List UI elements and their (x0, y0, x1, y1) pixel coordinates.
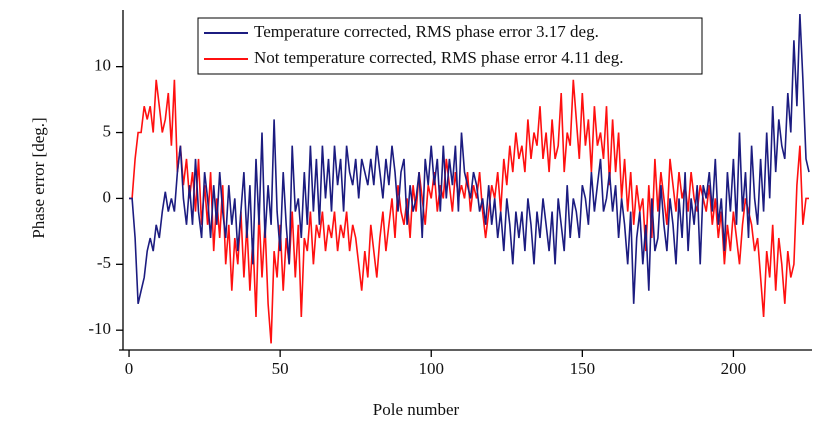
y-axis-label: Phase error [deg.] (29, 117, 48, 238)
y-tick-label: -5 (97, 253, 111, 272)
x-tick-label: 200 (721, 359, 747, 378)
legend-box (197, 17, 703, 75)
x-tick-label: 100 (418, 359, 444, 378)
x-tick-label: 50 (272, 359, 289, 378)
y-tick-label: -10 (88, 319, 111, 338)
legend-label: Temperature corrected, RMS phase error 3… (254, 22, 599, 41)
x-axis-label: Pole number (373, 400, 460, 419)
legend-label: Not temperature corrected, RMS phase err… (254, 48, 623, 67)
y-tick-label: 5 (103, 121, 112, 140)
x-tick-label: 150 (570, 359, 596, 378)
y-tick-label: 10 (94, 56, 111, 75)
y-tick-label: 0 (103, 187, 112, 206)
x-tick-label: 0 (125, 359, 134, 378)
series-line (129, 13, 810, 304)
